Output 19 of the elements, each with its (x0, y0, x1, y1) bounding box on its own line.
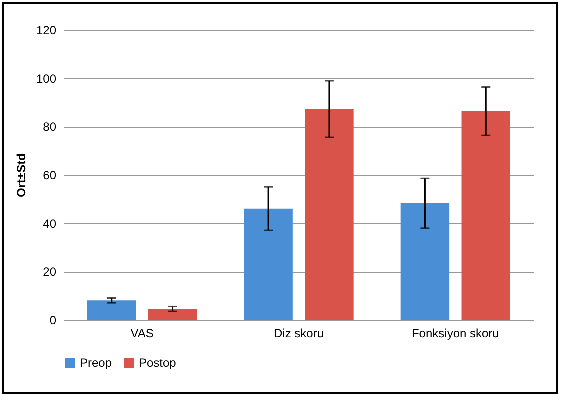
y-tick-label: 0 (50, 314, 57, 328)
x-tick-label: Diz skoru (274, 326, 324, 340)
bar (400, 204, 450, 320)
y-tick-label: 40 (43, 216, 57, 231)
y-tick-label: 120 (36, 24, 57, 38)
bar (462, 111, 510, 320)
bar (305, 109, 354, 320)
x-tick-label: VAS (130, 326, 154, 340)
legend-label: Preop (80, 356, 112, 370)
bar (148, 309, 198, 320)
y-tick-label: 20 (43, 265, 57, 280)
y-axis-title: Ort±Std (14, 154, 28, 198)
bar (88, 300, 136, 320)
y-tick-label: 100 (36, 72, 57, 86)
legend-label: Postop (139, 356, 177, 370)
y-tick-label: 60 (43, 168, 57, 182)
bar (244, 208, 293, 320)
x-tick-label: Fonksiyon skoru (412, 326, 500, 340)
y-tick-label: 80 (43, 120, 57, 134)
